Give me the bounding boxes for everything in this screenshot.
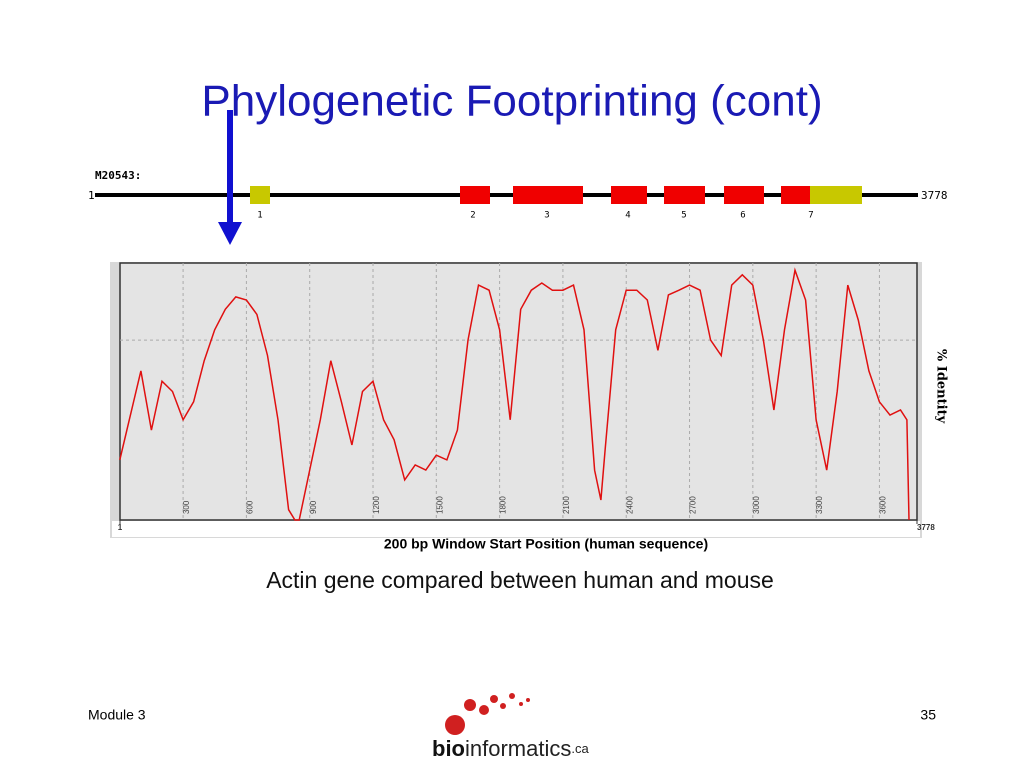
y-axis-label: % Identity	[934, 349, 949, 424]
x-tick-label: 2400	[625, 496, 634, 514]
exon-label: 5	[681, 211, 686, 221]
x-tick-label: 1200	[372, 496, 381, 514]
logo-dot	[464, 699, 476, 711]
gene-start: 1	[88, 189, 95, 202]
gene-end: 3778	[921, 189, 948, 202]
logo-bio: bio	[432, 736, 465, 761]
exon-label: 6	[740, 211, 745, 221]
logo-dot	[526, 698, 530, 702]
exon-label: 7	[808, 211, 813, 221]
exon-label: 2	[470, 211, 475, 221]
x-tick-label: 3778	[917, 523, 935, 532]
gene-name: M20543:	[95, 169, 141, 182]
plot-area	[119, 262, 918, 521]
x-tick-label: 1	[118, 523, 123, 532]
footer-module: Module 3	[88, 707, 146, 723]
exon	[664, 186, 705, 204]
logo-informatics: informatics	[465, 736, 571, 761]
exon-label: 3	[544, 211, 549, 221]
x-axis-label: 200 bp Window Start Position (human sequ…	[384, 536, 708, 552]
x-tick-label: 1800	[499, 496, 508, 514]
page-number: 35	[920, 707, 936, 723]
logo-dot	[509, 693, 515, 699]
logo-domain: .ca	[571, 741, 589, 756]
x-tick-label: 3600	[879, 496, 888, 514]
exon	[724, 186, 764, 204]
exon-label: 4	[625, 211, 630, 221]
exon-label: 1	[257, 211, 262, 221]
utr	[250, 186, 270, 204]
logo-dot	[519, 702, 523, 706]
exon	[781, 186, 810, 204]
x-tick-label: 2100	[562, 496, 571, 514]
axis-strip	[112, 521, 920, 537]
slide-title: Phylogenetic Footprinting (cont)	[201, 77, 822, 126]
x-tick-label: 3000	[752, 496, 761, 514]
identity-line	[119, 267, 910, 521]
exon	[460, 186, 490, 204]
logo-text: bioinformatics.ca	[432, 736, 589, 761]
utr	[810, 186, 862, 204]
logo-dot	[490, 695, 498, 703]
x-tick-label: 1500	[435, 496, 444, 514]
logo-dot	[500, 703, 506, 709]
x-tick-label: 2700	[689, 496, 698, 514]
x-tick-label: 900	[309, 500, 318, 514]
x-tick-label: 300	[182, 500, 191, 514]
logo-dot	[479, 705, 489, 715]
logo-dot	[445, 715, 465, 735]
arrow-head	[218, 222, 242, 245]
x-tick-label: 3300	[815, 496, 824, 514]
caption: Actin gene compared between human and mo…	[266, 567, 774, 593]
x-tick-label: 600	[246, 500, 255, 514]
exon	[513, 186, 583, 204]
exon	[611, 186, 647, 204]
